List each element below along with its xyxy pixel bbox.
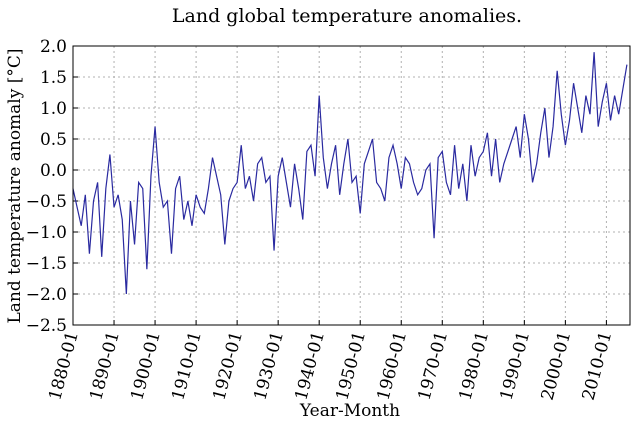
x-tick-label: 1950-01 [332,329,370,402]
y-tick-label: −2.0 [26,285,67,305]
x-tick-label: 1960-01 [373,329,411,402]
x-tick-label: 1990-01 [497,329,535,402]
y-tick-label: −0.5 [26,192,67,212]
x-tick-label: 1940-01 [291,329,329,402]
chart-title: Land global temperature anomalies. [172,5,522,27]
x-tick-label: 1930-01 [250,329,288,402]
x-tick-label: 1910-01 [168,329,206,402]
x-tick-label: 2010-01 [579,329,617,402]
x-tick-label: 1880-01 [45,329,83,402]
y-tick-label: 0.5 [40,130,67,150]
y-tick-label: −1.0 [26,223,67,243]
y-tick-label: 0.0 [40,161,67,181]
line-series [72,52,628,295]
plot-frame [72,45,631,326]
x-tick-label: 1920-01 [209,329,247,402]
x-tick-label: 2000-01 [538,329,576,402]
x-tick-label: 1980-01 [456,329,494,402]
x-tick-label: 1900-01 [127,329,165,402]
y-tick-label: −2.5 [26,316,67,336]
y-tick-label: 2.0 [40,37,67,57]
y-tick-label: 1.0 [40,99,67,119]
x-tick-label: 1970-01 [415,329,453,402]
y-tick-label: 1.5 [40,68,67,88]
x-tick-label: 1890-01 [86,329,124,402]
x-axis-label: Year-Month [299,401,400,421]
y-axis-label: Land temperature anomaly [°C] [5,48,25,323]
y-tick-label: −1.5 [26,254,67,274]
